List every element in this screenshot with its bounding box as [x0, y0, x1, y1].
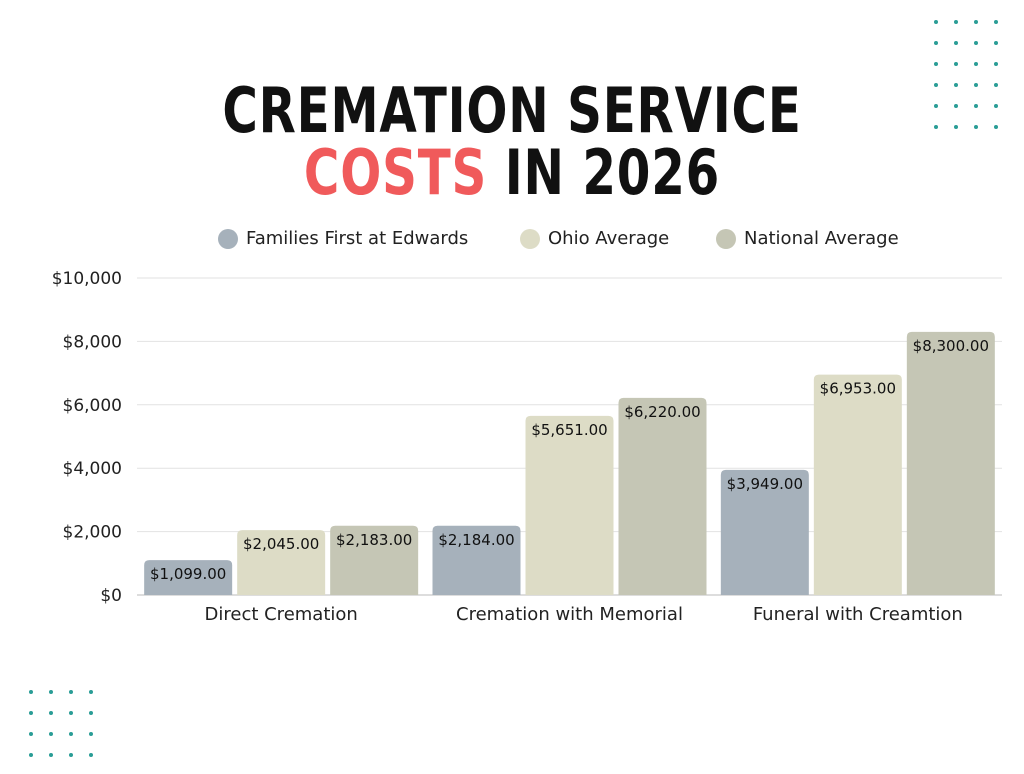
- bar-value-label: $6,953.00: [820, 380, 896, 398]
- decorative-dot: [89, 690, 93, 694]
- bar-value-label: $2,045.00: [243, 535, 319, 553]
- y-tick-label: $8,000: [63, 332, 122, 352]
- decorative-dot: [29, 711, 33, 715]
- y-tick-label: $0: [100, 586, 122, 606]
- chart-legend: Families First at Edwards Ohio Average Nat…: [0, 228, 1024, 256]
- decorative-dot: [29, 690, 33, 694]
- decorative-dot: [89, 711, 93, 715]
- decorative-dot: [49, 732, 53, 736]
- bar: [813, 374, 902, 595]
- decorative-dot: [974, 62, 978, 66]
- decorative-dot: [974, 125, 978, 129]
- bar: [144, 560, 233, 595]
- decorative-dot: [934, 20, 938, 24]
- legend-item: National Average: [716, 228, 899, 249]
- chart-title-rest: IN 2026: [487, 136, 721, 209]
- y-tick-label: $6,000: [63, 396, 122, 416]
- decorative-dot: [49, 711, 53, 715]
- y-tick-label: $2,000: [63, 523, 122, 543]
- bar: [720, 469, 809, 595]
- decorative-dot: [89, 732, 93, 736]
- decorative-dot: [974, 104, 978, 108]
- decorative-dot: [994, 20, 998, 24]
- legend-label: Ohio Average: [548, 228, 670, 249]
- decorative-dot: [974, 41, 978, 45]
- y-tick-label: $10,000: [52, 269, 122, 289]
- decorative-dot: [994, 125, 998, 129]
- legend-swatch: [520, 228, 540, 249]
- bar-value-label: $3,949.00: [727, 475, 803, 493]
- bar-value-label: $2,184.00: [438, 531, 514, 549]
- decorative-dot: [994, 62, 998, 66]
- bar-value-label: $8,300.00: [913, 337, 989, 355]
- chart-title-accent: COSTS: [303, 136, 488, 209]
- decorative-dot: [954, 41, 958, 45]
- decorative-dot: [69, 690, 73, 694]
- bar: [906, 331, 995, 595]
- decorative-dot: [49, 753, 53, 757]
- legend-item: Families First at Edwards: [218, 228, 468, 249]
- decorative-dot: [974, 20, 978, 24]
- decorative-dot: [934, 62, 938, 66]
- decorative-dot: [69, 732, 73, 736]
- legend-label: National Average: [744, 228, 899, 249]
- decorative-dot: [994, 83, 998, 87]
- decorative-dot: [954, 125, 958, 129]
- decorative-dot: [954, 62, 958, 66]
- decorative-dot: [69, 753, 73, 757]
- bar-value-label: $2,183.00: [336, 531, 412, 549]
- decorative-dot: [954, 20, 958, 24]
- chart-title-line2: COSTS IN 2026: [113, 142, 912, 204]
- legend-label: Families First at Edwards: [246, 228, 469, 249]
- decorative-dot: [934, 83, 938, 87]
- legend-item: Ohio Average: [520, 228, 669, 249]
- bar: [432, 525, 521, 595]
- bar: [525, 415, 614, 595]
- decorative-dots-bottom-left: [29, 690, 109, 774]
- x-tick-label: Funeral with Creamtion: [753, 604, 963, 625]
- decorative-dot: [974, 83, 978, 87]
- x-tick-label: Cremation with Memorial: [456, 604, 683, 625]
- decorative-dots-top-right: [934, 20, 1014, 146]
- decorative-dot: [934, 125, 938, 129]
- decorative-dot: [954, 83, 958, 87]
- decorative-dot: [89, 753, 93, 757]
- legend-swatch: [716, 228, 736, 249]
- decorative-dot: [934, 104, 938, 108]
- bar: [618, 397, 707, 595]
- bar: [330, 525, 419, 595]
- y-tick-label: $4,000: [63, 459, 122, 479]
- x-tick-label: Direct Cremation: [205, 604, 358, 625]
- decorative-dot: [49, 690, 53, 694]
- decorative-dot: [934, 41, 938, 45]
- chart-title-line1: CREMATION SERVICE: [222, 74, 802, 147]
- decorative-dot: [69, 711, 73, 715]
- decorative-dot: [29, 753, 33, 757]
- bar-value-label: $6,220.00: [624, 403, 700, 421]
- decorative-dot: [954, 104, 958, 108]
- bar-value-label: $1,099.00: [150, 565, 226, 583]
- decorative-dot: [29, 732, 33, 736]
- bar: [237, 530, 326, 595]
- decorative-dot: [994, 104, 998, 108]
- bar-value-label: $5,651.00: [531, 421, 607, 439]
- decorative-dot: [994, 41, 998, 45]
- legend-swatch: [218, 228, 238, 249]
